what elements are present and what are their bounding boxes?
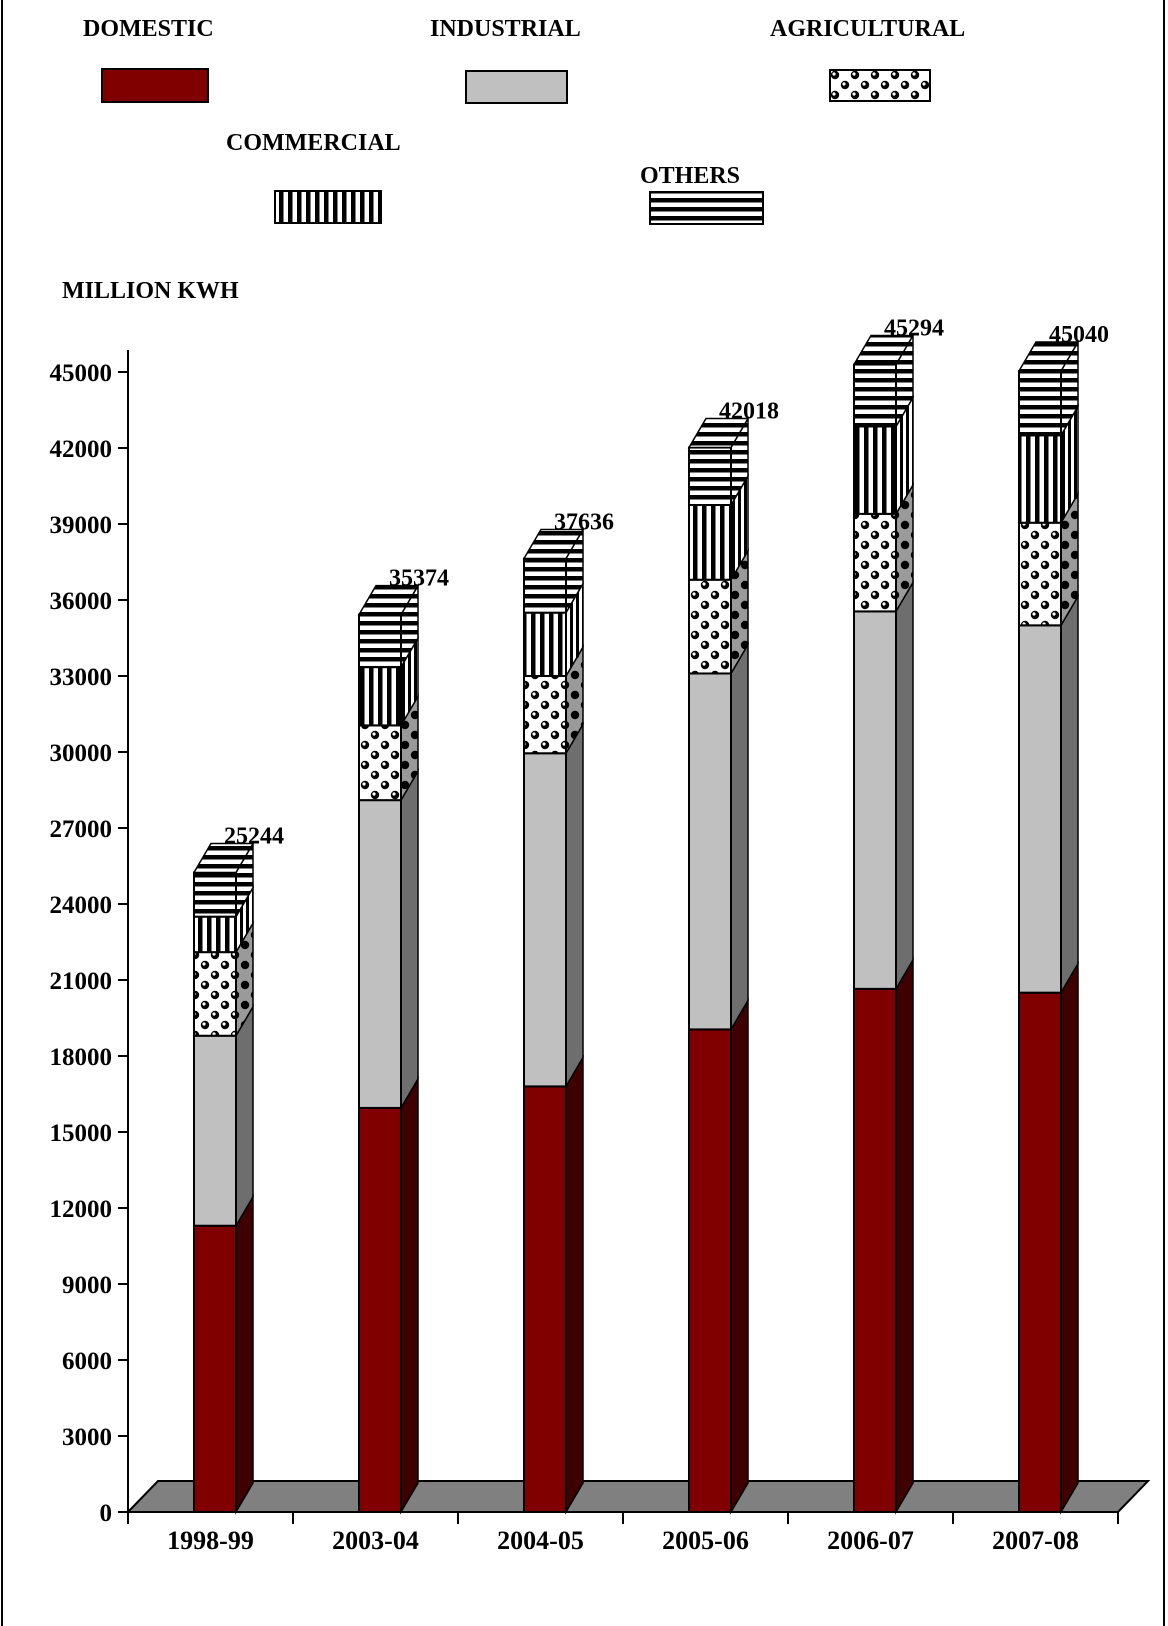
bar-side-domestic-2006-07	[895, 957, 914, 1515]
bar-agricultural-2004-05	[523, 675, 567, 755]
bar-others-2005-06	[688, 446, 732, 507]
y-tick-label: 24000	[50, 892, 113, 919]
y-tick-label: 39000	[50, 512, 113, 539]
bar-industrial-2007-08	[1018, 624, 1062, 994]
bar-side-industrial-2004-05	[565, 721, 584, 1090]
bar-side-domestic-2004-05	[565, 1054, 584, 1515]
bar-commercial-2003-04	[358, 666, 402, 727]
y-tick-label: 21000	[50, 968, 113, 995]
legend-label-domestic: DOMESTIC	[83, 16, 214, 42]
y-tick-label: 30000	[50, 740, 113, 767]
bar-agricultural-2005-06	[688, 578, 732, 675]
total-label-2004-05: 37636	[554, 510, 614, 536]
y-tick-label: 27000	[50, 816, 113, 843]
bar-domestic-2007-08	[1018, 991, 1062, 1513]
bar-industrial-2005-06	[688, 672, 732, 1031]
bar-top-2007-08	[1017, 341, 1080, 372]
bar-commercial-2007-08	[1018, 434, 1062, 524]
bar-industrial-1998-99	[193, 1034, 237, 1227]
bar-domestic-2005-06	[688, 1028, 732, 1514]
bar-top-2004-05	[522, 528, 585, 560]
bar-industrial-2004-05	[523, 752, 567, 1088]
y-tick-label: 3000	[62, 1424, 112, 1451]
bar-others-2007-08	[1018, 369, 1062, 437]
bar-agricultural-2003-04	[358, 724, 402, 802]
x-tick-label-1998-99: 1998-99	[167, 1526, 254, 1555]
legend-swatch-industrial	[465, 70, 568, 104]
total-label-2006-07: 45294	[884, 316, 944, 342]
bar-agricultural-2007-08	[1018, 521, 1062, 627]
bar-agricultural-1998-99	[193, 951, 237, 1037]
bar-domestic-2006-07	[853, 987, 897, 1513]
bar-stack-2003-04	[357, 582, 420, 1515]
bar-others-2006-07	[853, 363, 897, 428]
bar-stack-2005-06	[687, 415, 750, 1515]
y-tick-label: 6000	[62, 1348, 112, 1375]
bar-side-industrial-2007-08	[1060, 593, 1079, 996]
bar-side-domestic-2007-08	[1060, 960, 1079, 1515]
bar-side-domestic-1998-99	[235, 1193, 254, 1515]
bar-stack-1998-99	[192, 840, 255, 1515]
legend-swatch-domestic	[101, 68, 209, 103]
legend-swatch-commercial	[274, 190, 382, 224]
bar-top-2006-07	[852, 334, 915, 366]
bar-others-1998-99	[193, 871, 237, 918]
x-tick-label-2006-07: 2006-07	[827, 1526, 914, 1555]
x-tick-label-2004-05: 2004-05	[497, 1526, 584, 1555]
y-tick-label: 9000	[62, 1272, 112, 1299]
legend-label-commercial: COMMERCIAL	[226, 130, 401, 156]
y-tick-label: 15000	[50, 1120, 113, 1147]
bar-stack-2007-08	[1017, 339, 1080, 1515]
bar-agricultural-2006-07	[853, 512, 897, 613]
bar-side-industrial-2003-04	[400, 768, 419, 1111]
y-tick-label: 36000	[50, 588, 113, 615]
legend-label-others: OTHERS	[640, 163, 740, 189]
total-label-1998-99: 25244	[224, 823, 284, 849]
total-label-2005-06: 42018	[719, 399, 779, 425]
total-label-2003-04: 35374	[389, 566, 449, 592]
y-tick-label: 33000	[50, 664, 113, 691]
bar-others-2004-05	[523, 557, 567, 614]
y-tick-label: 42000	[50, 436, 113, 463]
y-tick-label: 12000	[50, 1196, 113, 1223]
bar-side-domestic-2005-06	[730, 997, 749, 1515]
legend-label-industrial: INDUSTRIAL	[430, 16, 581, 42]
bar-domestic-2004-05	[523, 1085, 567, 1514]
y-tick-label: 18000	[50, 1044, 113, 1071]
bar-industrial-2003-04	[358, 799, 402, 1109]
x-tick-label-2003-04: 2003-04	[332, 1526, 419, 1555]
bar-side-industrial-2005-06	[730, 641, 749, 1033]
legend-swatch-others	[649, 191, 764, 225]
chart-floor	[125, 1480, 1151, 1513]
bar-commercial-1998-99	[193, 915, 237, 954]
x-tick-label-2005-06: 2005-06	[662, 1526, 749, 1555]
bar-stack-2006-07	[852, 332, 915, 1515]
bar-commercial-2005-06	[688, 504, 732, 581]
total-label-2007-08: 45040	[1049, 322, 1109, 348]
bar-side-industrial-2006-07	[895, 579, 914, 992]
bar-commercial-2004-05	[523, 611, 567, 678]
bar-side-industrial-1998-99	[235, 1003, 254, 1229]
bar-commercial-2006-07	[853, 425, 897, 515]
bar-domestic-1998-99	[193, 1224, 237, 1513]
bar-others-2003-04	[358, 613, 402, 669]
x-tick-label-2007-08: 2007-08	[992, 1526, 1079, 1555]
bar-top-2003-04	[357, 584, 420, 616]
bar-stack-2004-05	[522, 526, 585, 1515]
bar-side-domestic-2003-04	[400, 1076, 419, 1515]
legend-swatch-agricultural	[829, 69, 931, 102]
y-tick-label: 45000	[50, 360, 113, 387]
y-tick-label: 0	[100, 1500, 113, 1527]
y-axis-label: MILLION KWH	[62, 278, 239, 304]
bar-top-1998-99	[192, 842, 255, 874]
bar-domestic-2003-04	[358, 1106, 402, 1514]
bar-top-2005-06	[687, 417, 750, 449]
bar-industrial-2006-07	[853, 610, 897, 990]
legend-label-agricultural: AGRICULTURAL	[770, 16, 965, 42]
